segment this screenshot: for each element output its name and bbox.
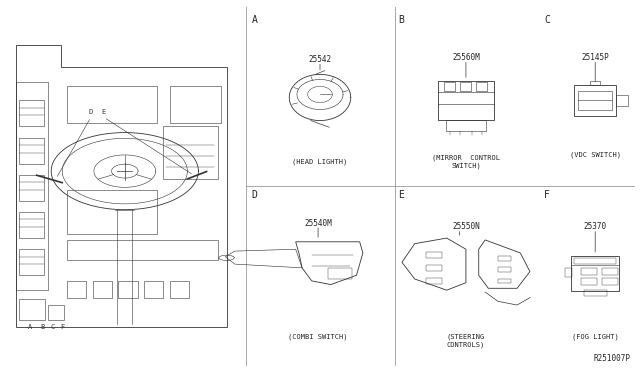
Bar [602,268,618,275]
Text: E: E [398,190,404,200]
Text: B: B [41,324,45,330]
Bar [48,305,64,320]
Text: (COMBI SWITCH): (COMBI SWITCH) [289,333,348,340]
Text: B: B [398,15,404,25]
Text: R251007P: R251007P [593,354,630,363]
Text: 25370: 25370 [584,222,607,231]
Bar [498,267,511,272]
Bar [572,256,620,291]
Text: (MIRROR  CONTROL
SWITCH): (MIRROR CONTROL SWITCH) [432,155,500,169]
Bar [19,175,44,201]
Text: A: A [252,15,257,25]
Bar [446,120,486,131]
Text: 25550N: 25550N [452,222,480,231]
Text: C: C [544,15,550,25]
Bar [565,268,573,277]
Bar [67,86,157,123]
Bar [328,268,352,279]
Text: F: F [544,190,550,200]
Bar [575,257,616,264]
Bar [426,265,442,271]
Text: D: D [252,190,257,200]
Bar [460,82,471,92]
Bar [19,100,44,126]
Bar [67,281,86,298]
Bar [19,138,44,164]
Bar [581,268,597,275]
Text: 25145P: 25145P [581,53,609,62]
Bar [426,278,442,284]
Bar [602,278,618,285]
Text: (STEERING
CONTROLS): (STEERING CONTROLS) [447,333,485,347]
Bar [579,91,612,110]
Bar [144,281,163,298]
Bar [67,240,218,260]
Text: F: F [60,324,64,330]
Bar [438,81,494,120]
Bar [163,126,218,179]
Bar [581,278,597,285]
Text: (HEAD LIGHTH): (HEAD LIGHTH) [292,158,348,165]
Bar [498,279,511,283]
Bar [19,249,44,275]
Text: 25542: 25542 [308,55,332,64]
Bar [426,252,442,258]
Bar [616,95,627,106]
Bar [19,212,44,238]
Bar [444,82,455,92]
Bar [575,85,616,116]
Text: A: A [28,324,32,330]
Text: C: C [51,324,54,330]
Text: D: D [89,109,93,115]
Bar [584,290,607,295]
Bar [67,190,157,234]
Bar [498,256,511,261]
Text: (VDC SWITCH): (VDC SWITCH) [570,151,621,158]
Text: (FOG LIGHT): (FOG LIGHT) [572,333,619,340]
Text: E: E [102,109,106,115]
Bar [93,281,112,298]
Bar [19,299,45,320]
Bar [590,81,600,85]
Text: 25560M: 25560M [452,53,480,62]
Bar [476,82,487,92]
Bar [118,281,138,298]
Bar [170,86,221,123]
Text: 25540M: 25540M [304,219,332,228]
Bar [170,281,189,298]
